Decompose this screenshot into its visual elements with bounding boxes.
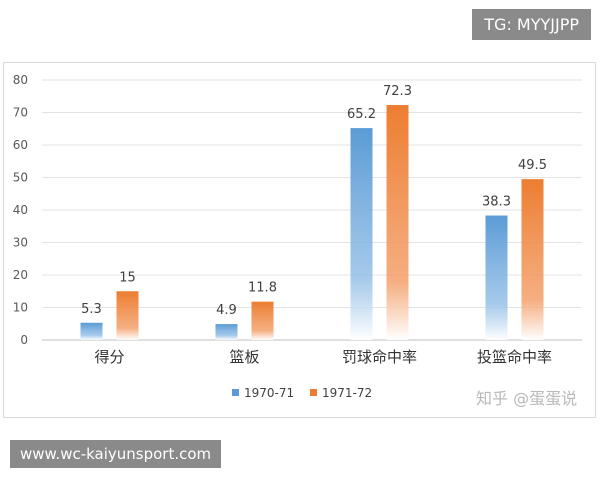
y-axis-ticks: 0 10 20 30 40 50 60 70 80 bbox=[13, 73, 28, 347]
bar-1971-72-篮板 bbox=[251, 301, 274, 340]
bar-1970-71-得分 bbox=[80, 322, 103, 340]
bar-1970-71-篮板 bbox=[215, 324, 238, 340]
data-label: 38.3 bbox=[482, 195, 511, 210]
y-tick-label: 40 bbox=[13, 203, 28, 217]
data-label: 49.5 bbox=[518, 158, 547, 173]
data-label: 5.3 bbox=[81, 302, 102, 317]
x-category-label: 篮板 bbox=[229, 348, 259, 366]
bar-1970-71-投篮命中率 bbox=[485, 215, 508, 340]
bar-1971-72-投篮命中率 bbox=[521, 179, 544, 340]
legend: 1970-71 1971-72 bbox=[232, 386, 372, 400]
tg-watermark-badge: TG: MYYJJPP bbox=[472, 9, 591, 40]
data-label: 15 bbox=[119, 270, 136, 285]
x-category-label: 得分 bbox=[94, 348, 124, 366]
y-tick-label: 60 bbox=[13, 138, 28, 152]
y-tick-label: 70 bbox=[13, 106, 28, 120]
y-tick-label: 50 bbox=[13, 171, 28, 185]
y-tick-label: 80 bbox=[13, 73, 28, 87]
legend-label: 1970-71 bbox=[244, 386, 294, 400]
data-label: 65.2 bbox=[347, 107, 376, 122]
x-axis-categories: 得分 篮板 罚球命中率 投篮命中率 bbox=[94, 348, 552, 366]
site-watermark-badge: www.wc-kaiyunsport.com bbox=[10, 440, 222, 468]
y-tick-label: 10 bbox=[13, 301, 28, 315]
y-tick-label: 20 bbox=[13, 268, 28, 282]
legend-label: 1971-72 bbox=[322, 386, 372, 400]
y-tick-label: 0 bbox=[20, 333, 28, 347]
bar-1971-72-得分 bbox=[116, 291, 139, 340]
data-label: 72.3 bbox=[383, 84, 412, 99]
bars bbox=[80, 105, 544, 341]
bar-1971-72-罚球命中率 bbox=[386, 105, 409, 341]
bar-1970-71-罚球命中率 bbox=[350, 128, 373, 340]
data-label: 4.9 bbox=[216, 303, 237, 318]
y-tick-label: 30 bbox=[13, 236, 28, 250]
data-labels: 5.3 15 4.9 11.8 65.2 72.3 38.3 49.5 bbox=[81, 84, 547, 318]
x-category-label: 罚球命中率 bbox=[342, 348, 417, 366]
legend-swatch bbox=[232, 389, 239, 396]
data-label: 11.8 bbox=[248, 281, 277, 296]
x-category-label: 投篮命中率 bbox=[477, 348, 552, 366]
legend-swatch bbox=[310, 389, 317, 396]
zhihu-watermark: 知乎 @蛋蛋说 bbox=[476, 389, 578, 408]
